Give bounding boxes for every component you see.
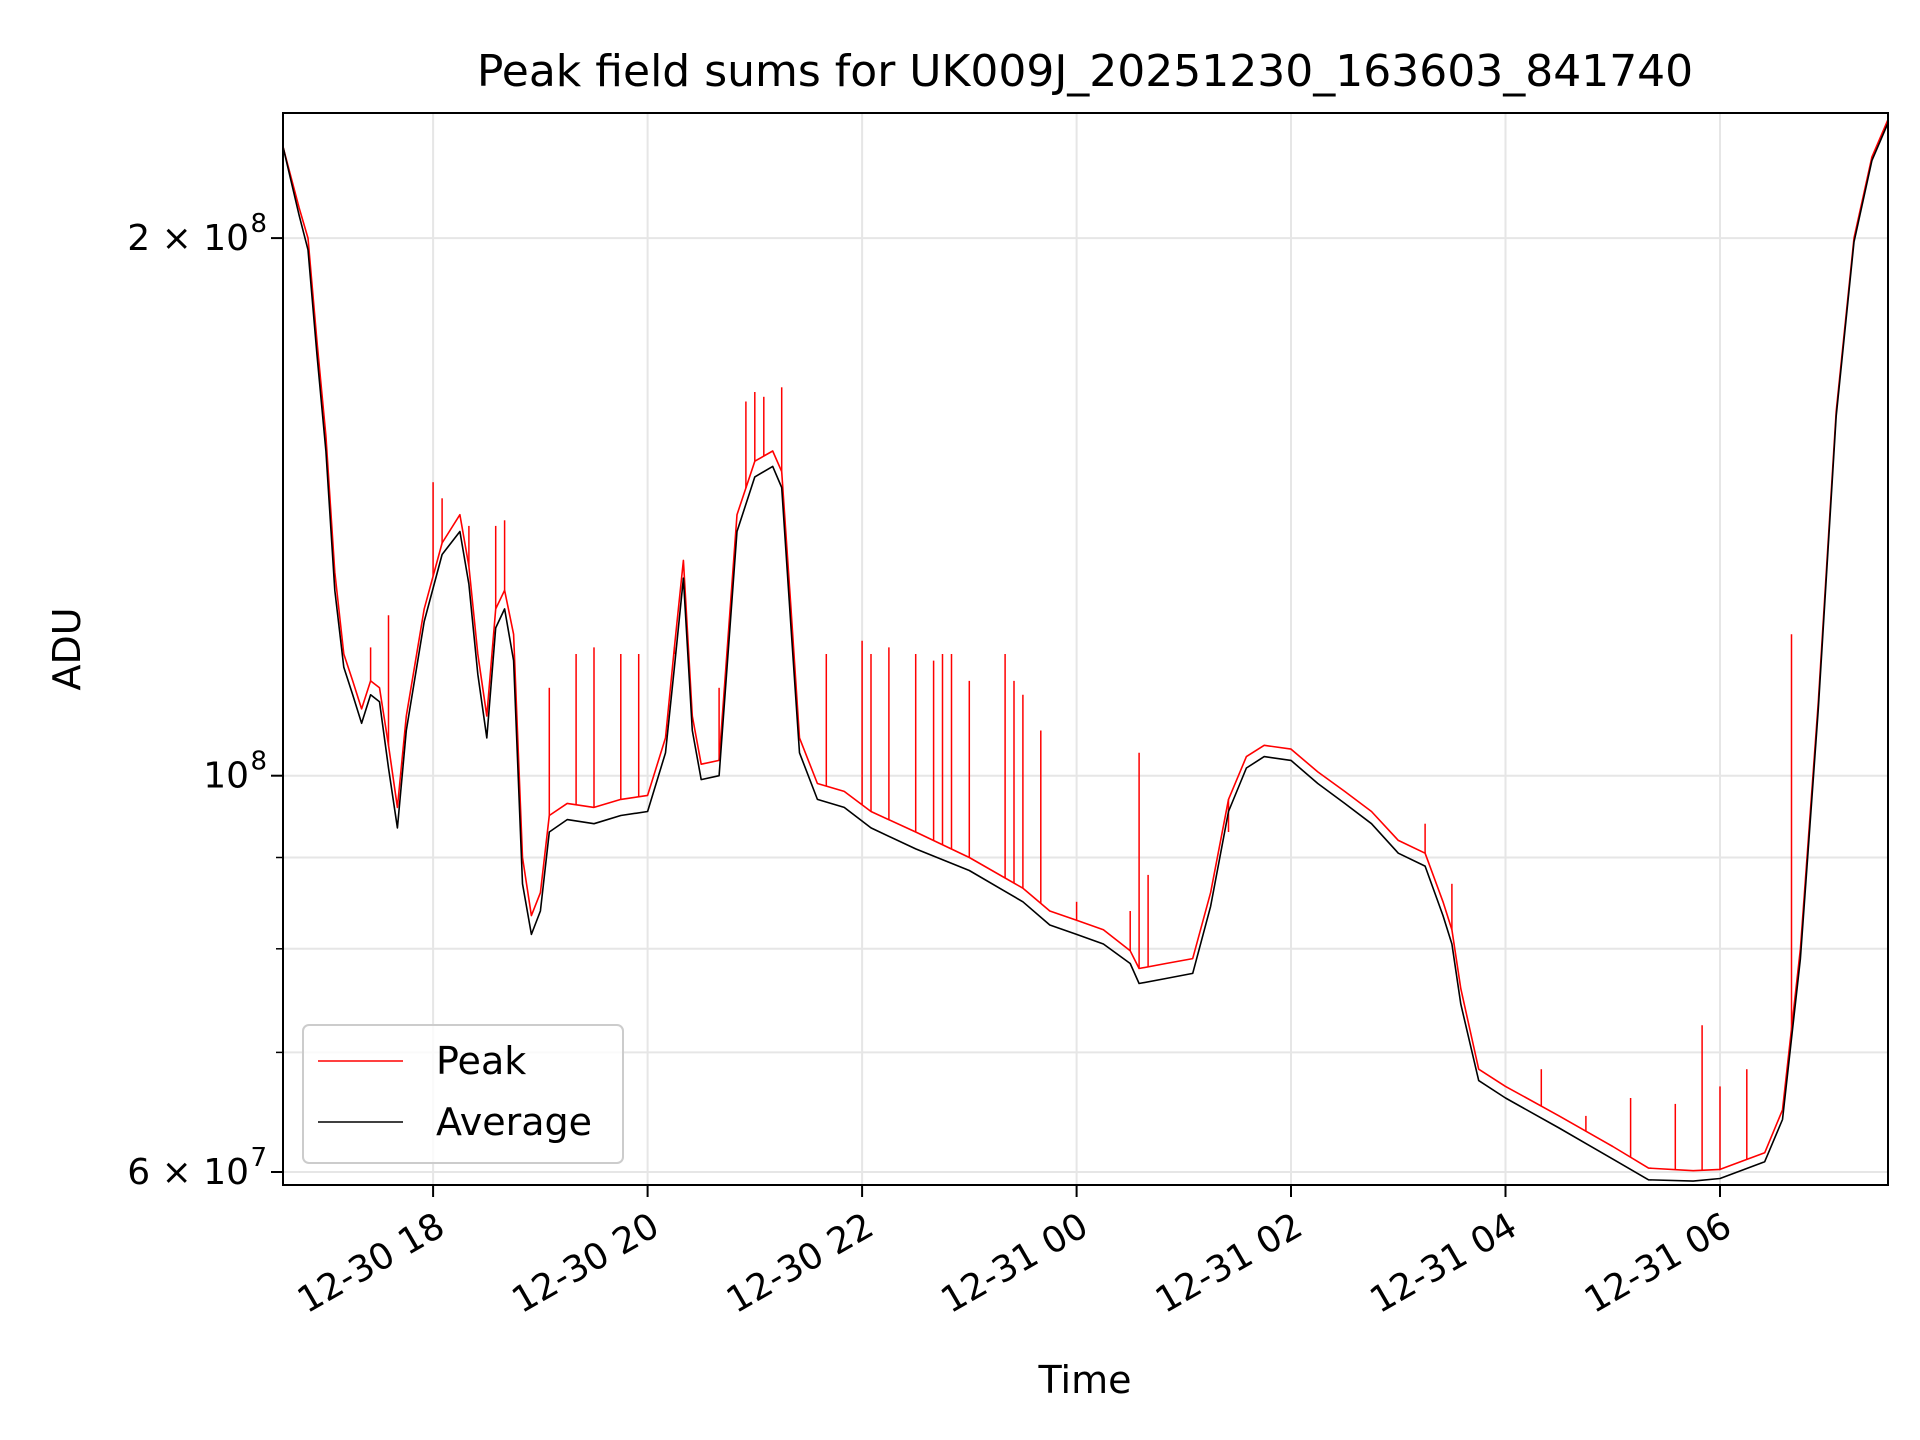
chart-title: Peak field sums for UK009J_20251230_1636… [477,46,1693,97]
y-tick-label-base-2: 2 × 10 [127,218,249,259]
legend-box [302,1024,624,1164]
y-tick-label-exp-1: 8 [250,747,267,777]
series-line-average [283,122,1888,1182]
plot-frame [282,112,1889,1186]
y-tick-label-exp-2: 8 [250,209,267,239]
y-tick-label-exp-0: 7 [250,1143,267,1173]
y-tick-label-2: 2 × 10 [127,218,249,259]
y-tick-label-base-0: 6 × 10 [127,1152,249,1193]
y-tick-label-0: 6 × 10 [127,1152,249,1193]
legend-label-average: Average [436,1100,592,1144]
legend-label-peak: Peak [436,1039,526,1083]
y-axis-label: ADU [45,607,89,690]
legend: Peak Average [302,1024,624,1164]
series-line-peak [283,119,1888,1172]
x-axis-label: Time [1038,1358,1132,1402]
y-tick-label-1: 10 [203,756,249,797]
series-clip [283,119,1888,1182]
y-tick-label-base-1: 10 [203,756,249,797]
series-layer [283,119,1888,1182]
